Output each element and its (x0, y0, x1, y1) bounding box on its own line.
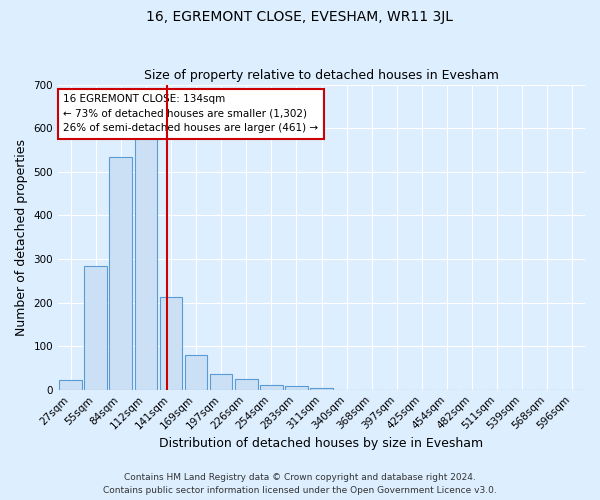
Text: 16 EGREMONT CLOSE: 134sqm
← 73% of detached houses are smaller (1,302)
26% of se: 16 EGREMONT CLOSE: 134sqm ← 73% of detac… (64, 94, 319, 134)
Bar (109, 158, 132, 390)
Bar (160, 297, 182, 390)
Bar (310, 388, 333, 390)
Bar (210, 374, 232, 390)
X-axis label: Distribution of detached houses by size in Evesham: Distribution of detached houses by size … (160, 437, 484, 450)
Title: Size of property relative to detached houses in Evesham: Size of property relative to detached ho… (144, 69, 499, 82)
Bar (260, 386, 283, 390)
Bar (59, 380, 82, 390)
Text: Contains HM Land Registry data © Crown copyright and database right 2024.
Contai: Contains HM Land Registry data © Crown c… (103, 474, 497, 495)
Y-axis label: Number of detached properties: Number of detached properties (15, 138, 28, 336)
Bar (134, 139, 157, 390)
Bar (85, 266, 107, 390)
Bar (285, 386, 308, 390)
Bar (235, 379, 257, 390)
Text: 16, EGREMONT CLOSE, EVESHAM, WR11 3JL: 16, EGREMONT CLOSE, EVESHAM, WR11 3JL (146, 10, 454, 24)
Bar (185, 355, 208, 390)
